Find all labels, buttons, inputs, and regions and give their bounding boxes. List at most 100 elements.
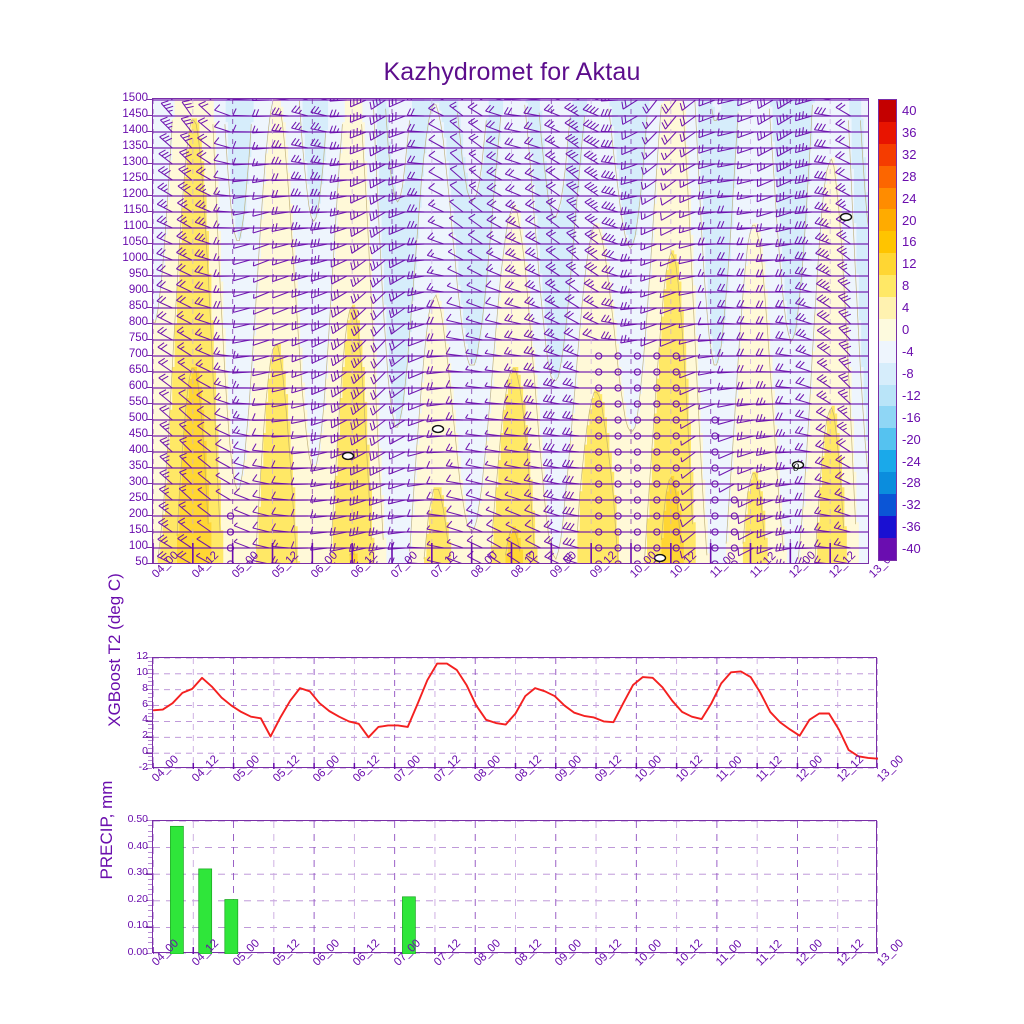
main-y-tick-label: 950 <box>128 268 148 280</box>
main-y-tick <box>146 451 152 453</box>
main-y-tick-label: 150 <box>128 524 148 536</box>
main-y-tick-label: 1300 <box>122 156 148 168</box>
main-y-tick-label: 250 <box>128 492 148 504</box>
main-y-tick-label: 850 <box>128 300 148 312</box>
colorbar-tick-label: 8 <box>902 278 910 294</box>
colorbar-tick-label: -24 <box>902 453 921 469</box>
t2-y-tick-label: 0 <box>142 745 148 758</box>
t2-y-minor-tick <box>148 732 152 734</box>
colorbar-tick-label: 40 <box>902 103 917 119</box>
main-y-tick <box>146 355 152 357</box>
main-y-tick <box>146 323 152 325</box>
main-y-tick <box>146 307 152 309</box>
colorbar-swatch <box>879 494 896 516</box>
t2-y-minor-tick <box>148 756 152 758</box>
precip-y-minor-tick <box>148 899 152 901</box>
main-y-tick <box>146 419 152 421</box>
main-y-tick <box>146 547 152 549</box>
main-y-tick <box>146 243 152 245</box>
main-y-tick-label: 1000 <box>122 252 148 264</box>
main-y-tick <box>146 371 152 373</box>
main-y-tick-label: 500 <box>128 412 148 424</box>
colorbar-tick-label: -4 <box>902 344 914 359</box>
temperature-colorbar[interactable] <box>878 99 897 561</box>
precip-y-minor-tick <box>148 905 152 907</box>
t2-y-minor-tick <box>148 744 152 746</box>
colorbar-tick-label: 0 <box>902 322 910 338</box>
main-y-tick-label: 600 <box>128 380 148 392</box>
precip-bar-plot[interactable] <box>152 820 879 955</box>
colorbar-swatch <box>879 450 896 473</box>
precip-y-minor-tick <box>148 835 152 837</box>
main-y-tick <box>146 467 152 469</box>
t2-timeseries-plot[interactable] <box>152 657 879 770</box>
main-y-tick-label: 50 <box>135 556 148 568</box>
colorbar-swatch <box>879 340 896 363</box>
t2-y-minor-tick <box>148 692 152 694</box>
colorbar-swatch <box>879 362 896 385</box>
precip-y-tick-label: 0.40 <box>127 839 148 852</box>
precip-y-minor-tick <box>148 851 152 853</box>
precip-y-minor-tick <box>148 942 152 944</box>
main-y-tick-label: 800 <box>128 316 148 328</box>
main-y-tick-label: 1050 <box>122 236 148 248</box>
colorbar-tick-label: 4 <box>902 300 910 316</box>
main-y-tick-label: 700 <box>128 348 148 360</box>
main-y-tick <box>146 435 152 437</box>
t2-y-tick-label: -2 <box>138 761 148 773</box>
precip-y-minor-tick <box>148 926 152 928</box>
colorbar-swatch <box>879 428 896 451</box>
t2-y-minor-tick <box>148 724 152 726</box>
t2-y-axis-labels: 12 10 8 6 4 2 0 -2 <box>108 650 148 775</box>
main-y-tick-label: 900 <box>128 284 148 296</box>
t2-y-tick-label: 2 <box>142 729 148 742</box>
precip-y-minor-tick <box>148 947 152 949</box>
precip-bar[interactable] <box>198 868 213 955</box>
page-title: Kazhydromet for Aktau <box>383 58 641 86</box>
precip-y-minor-tick <box>148 830 152 832</box>
colorbar-tick-label: 24 <box>902 190 917 206</box>
t2-y-minor-tick <box>148 688 152 690</box>
precip-y-minor-tick <box>148 846 152 848</box>
colorbar-swatch <box>879 384 896 407</box>
t2-y-minor-tick <box>148 684 152 686</box>
precip-y-tick-label: 0.50 <box>127 813 148 825</box>
main-y-tick-label: 1400 <box>122 124 148 136</box>
t2-y-minor-tick <box>148 664 152 666</box>
precip-bar[interactable] <box>170 825 184 955</box>
main-y-tick-label: 1350 <box>122 140 148 152</box>
colorbar-tick-label: -16 <box>902 409 921 425</box>
precip-bar[interactable] <box>402 896 416 955</box>
t2-y-minor-tick <box>148 736 152 738</box>
t2-y-minor-tick <box>148 768 152 769</box>
main-y-tick-label: 1100 <box>123 220 148 232</box>
colorbar-swatch <box>879 318 896 341</box>
main-y-tick <box>146 131 152 133</box>
colorbar-tick-label: 36 <box>902 124 917 140</box>
precip-y-axis-ticks <box>146 820 154 955</box>
main-y-tick-label: 1450 <box>122 108 148 120</box>
precip-bar[interactable] <box>224 899 239 955</box>
colorbar-tick-label: -28 <box>902 475 921 491</box>
main-y-tick <box>146 515 152 517</box>
colorbar-tick-label: -36 <box>902 519 921 535</box>
t2-y-minor-tick <box>148 704 152 706</box>
sounding-contour-plot[interactable]: 0 <box>152 98 869 564</box>
t2-y-minor-tick <box>148 728 152 730</box>
precip-y-tick-label: 0.20 <box>127 892 148 905</box>
main-y-tick <box>146 531 152 533</box>
main-y-tick-label: 1200 <box>122 188 148 200</box>
main-y-tick <box>146 99 152 101</box>
main-y-tick <box>146 403 152 405</box>
precip-y-tick-label: 0.10 <box>127 919 148 932</box>
main-y-tick <box>146 291 152 293</box>
precip-y-minor-tick <box>148 915 152 917</box>
main-y-tick <box>146 147 152 149</box>
colorbar-tick-label: 16 <box>902 234 917 250</box>
main-y-tick <box>146 179 152 181</box>
t2-y-minor-tick <box>148 760 152 762</box>
main-y-tick-label: 450 <box>128 428 148 440</box>
precip-y-minor-tick <box>148 825 152 827</box>
t2-y-minor-tick <box>148 700 152 702</box>
t2-y-minor-tick <box>148 660 152 662</box>
